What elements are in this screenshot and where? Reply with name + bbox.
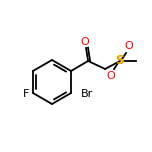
Text: O: O <box>81 37 89 47</box>
Text: F: F <box>23 89 29 99</box>
Text: O: O <box>125 41 133 51</box>
Text: O: O <box>107 71 115 81</box>
Text: S: S <box>116 55 124 67</box>
Text: Br: Br <box>81 89 93 99</box>
